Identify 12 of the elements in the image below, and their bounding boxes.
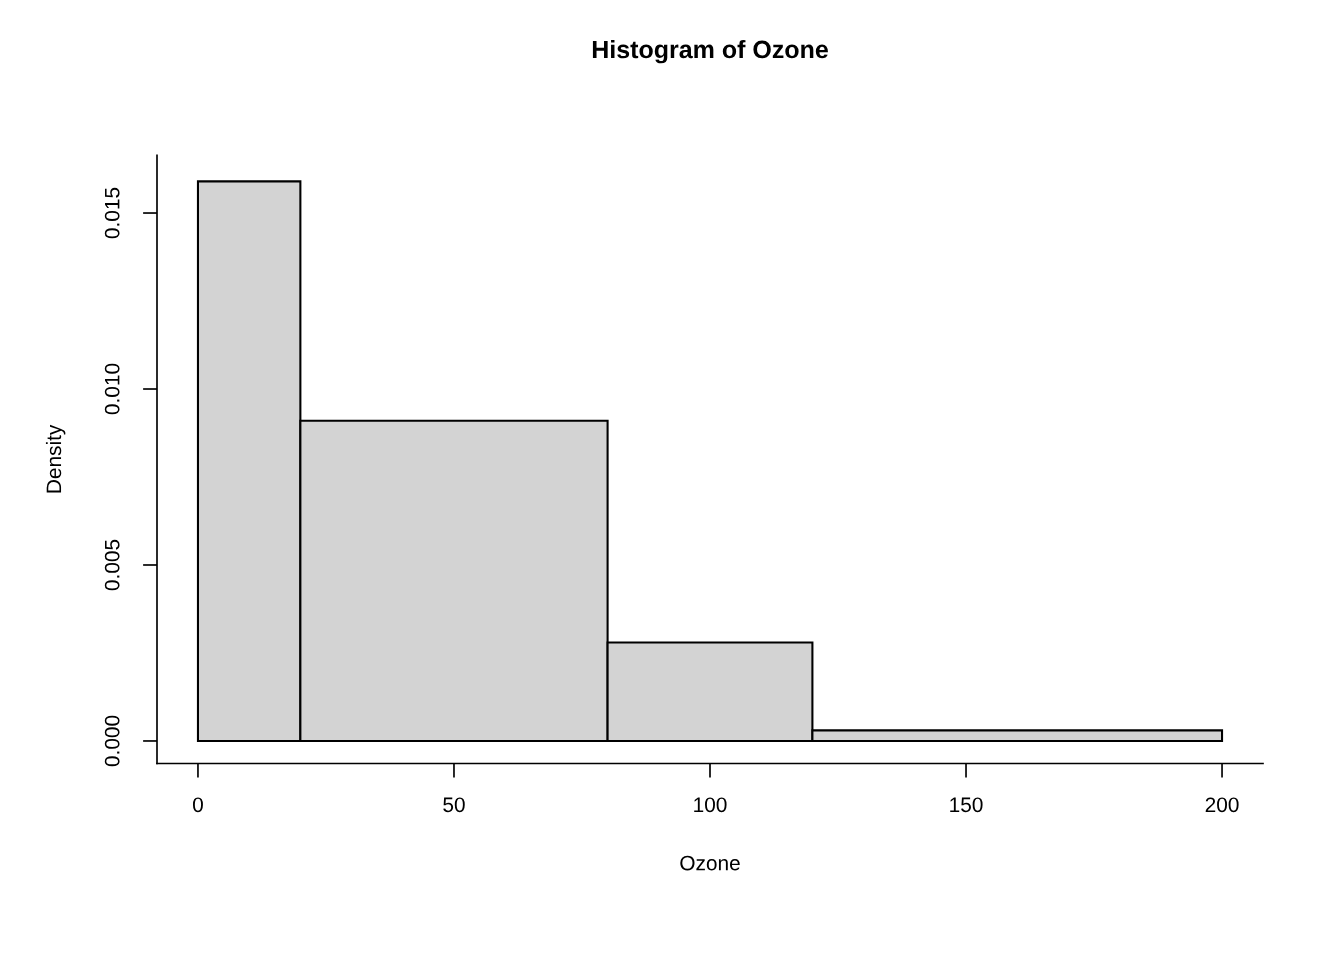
y-tick-label: 0.000 bbox=[104, 715, 120, 767]
x-tick-label: 50 bbox=[443, 797, 465, 813]
x-axis-title: Ozone bbox=[680, 855, 740, 871]
y-tick-label: 0.015 bbox=[104, 187, 120, 239]
y-axis-title: Density bbox=[45, 424, 66, 493]
x-tick-label: 100 bbox=[694, 797, 727, 813]
x-tick-label: 150 bbox=[950, 797, 983, 813]
x-tick-label: 200 bbox=[1205, 797, 1239, 813]
y-tick-label: 0.005 bbox=[104, 539, 120, 591]
x-tick-label: 0 bbox=[192, 797, 203, 813]
chart-title: Histogram of Ozone bbox=[592, 39, 828, 64]
y-tick-label: 0.010 bbox=[104, 363, 120, 415]
